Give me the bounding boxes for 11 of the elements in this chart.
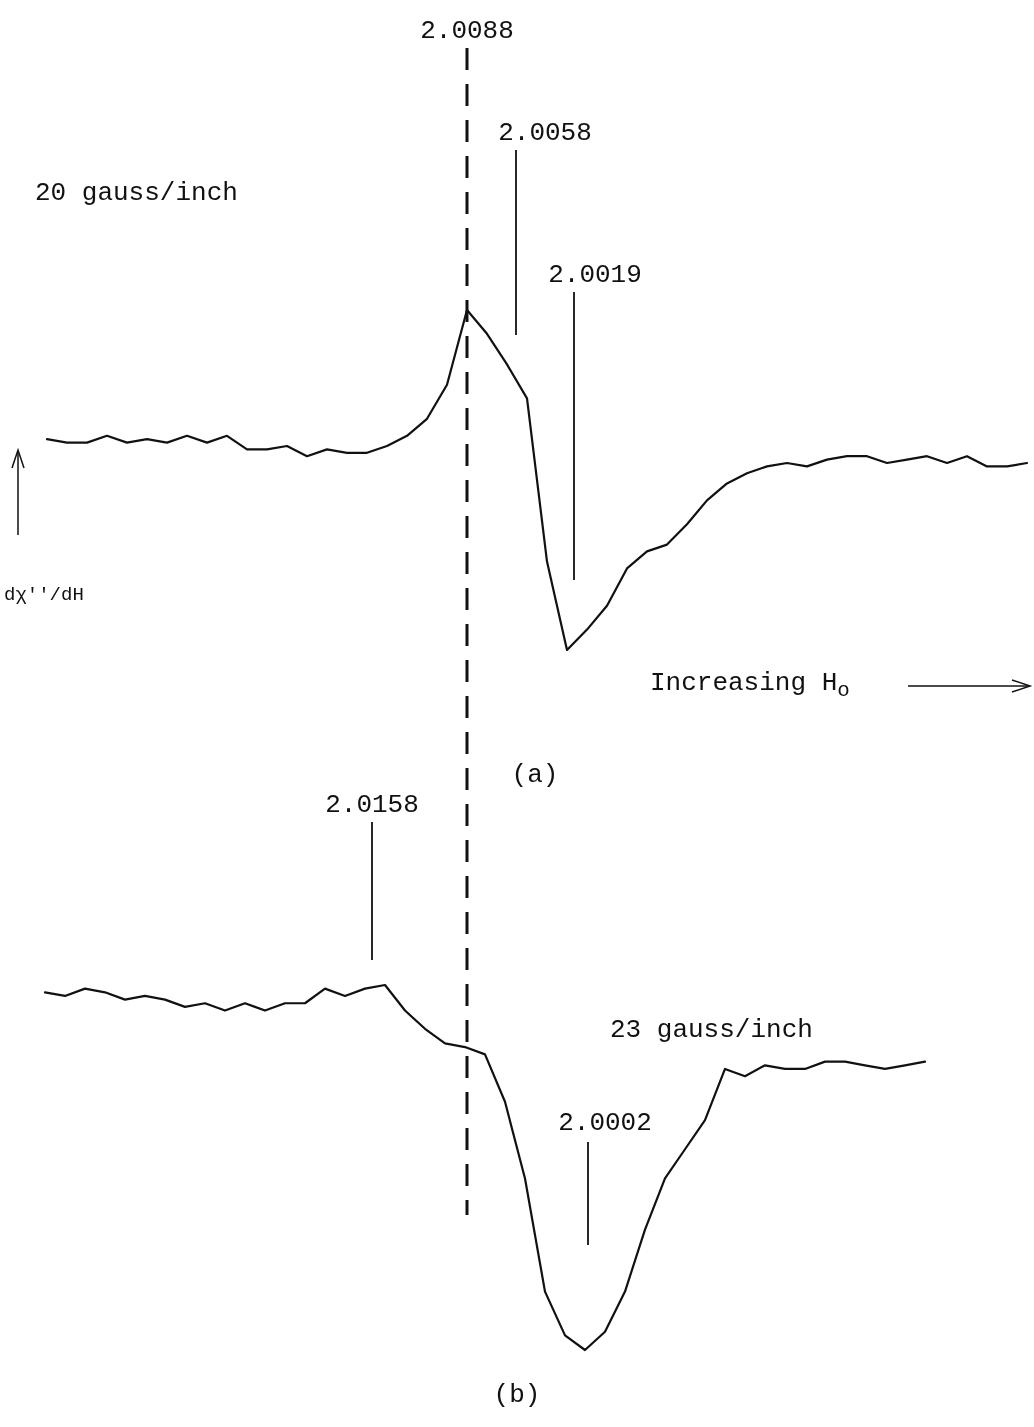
- annotation: 2.0002: [558, 1108, 652, 1138]
- text: 20 gauss/inch: [35, 178, 238, 208]
- text: (a): [511, 760, 559, 790]
- annotation: 23 gauss/inch: [610, 1015, 813, 1045]
- text: 2.0088: [420, 16, 514, 46]
- y-axis-title: dχ''/dH: [4, 584, 84, 606]
- text: 2.0019: [548, 260, 642, 290]
- text: (b): [493, 1380, 541, 1410]
- text: Increasing H$_{o}$: [650, 668, 850, 703]
- text: 2.0158: [325, 790, 419, 820]
- text: 2.0058: [498, 118, 592, 148]
